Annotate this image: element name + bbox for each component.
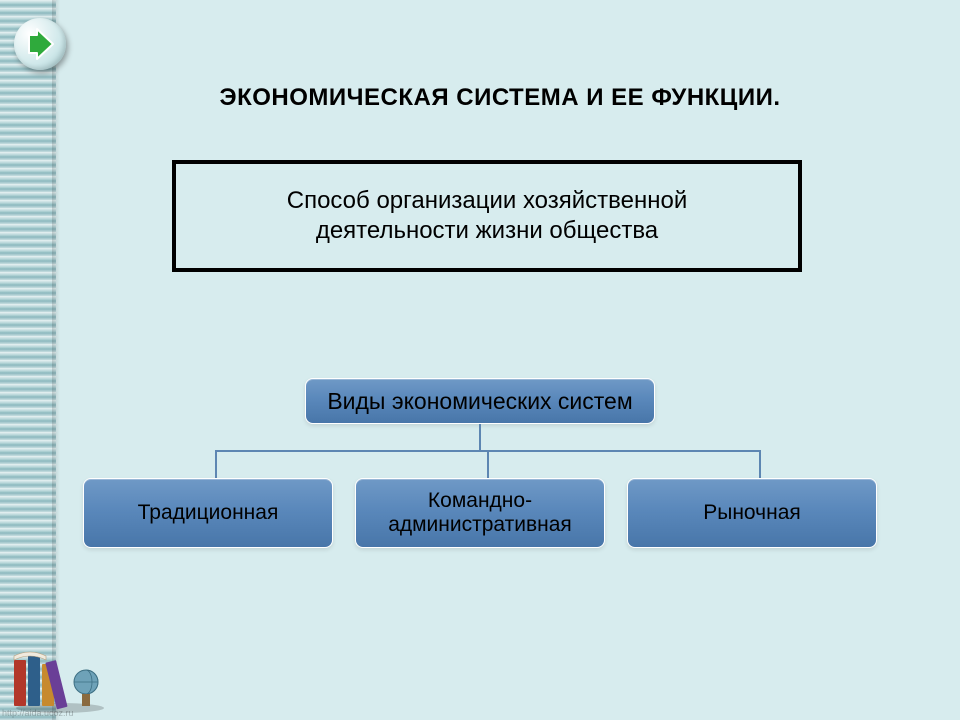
connector-drop-3 (759, 450, 761, 478)
books-icon (0, 624, 120, 714)
diagram-parent-label: Виды экономических систем (327, 388, 632, 414)
diagram-children-row: Традиционная Командно-административная Р… (0, 478, 960, 548)
watermark-text: http://aida.ucoz.ru (2, 708, 74, 718)
diagram-child-3: Рыночная (627, 478, 877, 548)
diagram-child-1-label: Традиционная (138, 501, 279, 525)
next-slide-button[interactable] (14, 18, 66, 70)
diagram-child-3-label: Рыночная (703, 501, 801, 525)
diagram-child-1: Традиционная (83, 478, 333, 548)
slide-title: ЭКОНОМИЧЕСКАЯ СИСТЕМА И ЕЕ ФУНКЦИИ. (100, 84, 900, 112)
connector-drop-2 (487, 450, 489, 478)
connector-stem (479, 424, 481, 451)
diagram-parent: Виды экономических систем (305, 378, 655, 424)
connector-drop-1 (215, 450, 217, 478)
diagram-parent-node: Виды экономических систем (305, 378, 655, 424)
diagram-child-2-label: Командно-административная (366, 489, 594, 537)
arrow-right-icon (23, 27, 57, 61)
diagram-child-2: Командно-административная (355, 478, 605, 548)
left-stripe-decoration (0, 0, 56, 720)
definition-box: Способ организации хозяйственной деятель… (172, 160, 802, 272)
diagram-area: Виды экономических систем Традиционная К… (0, 378, 960, 598)
definition-text: Способ организации хозяйственной деятель… (212, 186, 762, 246)
books-decoration (0, 624, 120, 714)
